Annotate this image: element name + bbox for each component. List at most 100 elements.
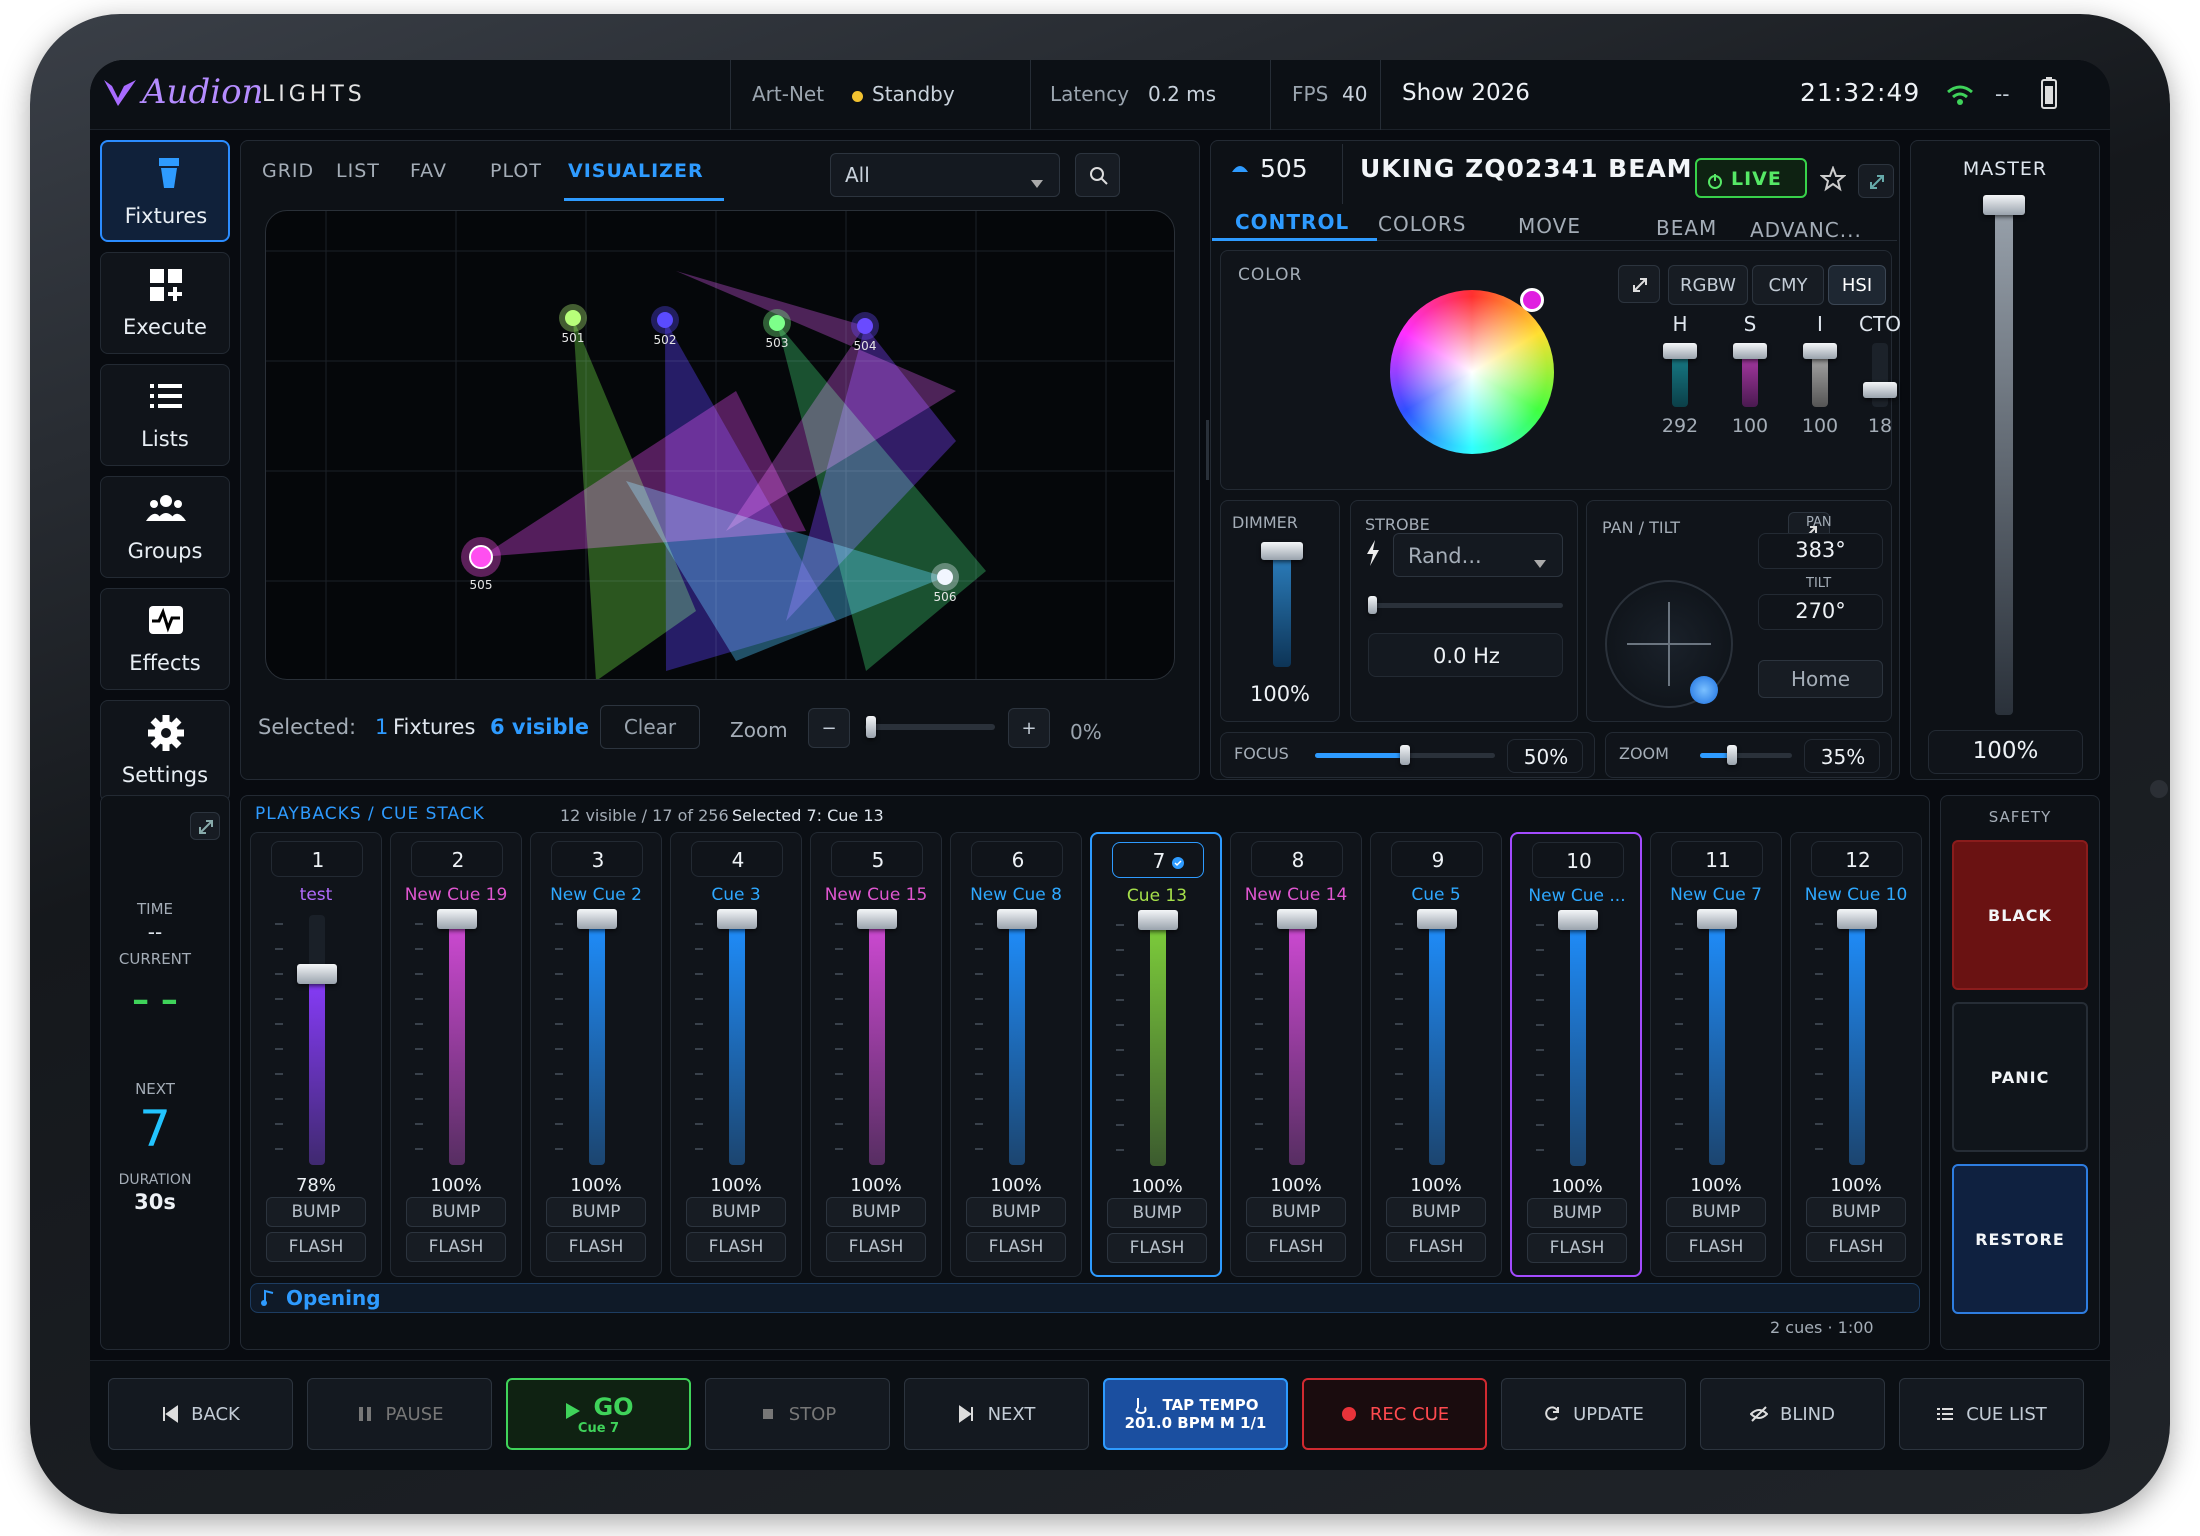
zoom-minus[interactable]: − (808, 708, 850, 748)
fader-strip[interactable]: 12 New Cue 10 100% BUMP FLASH (1790, 832, 1922, 1277)
transport-button[interactable]: NEXT (904, 1378, 1089, 1450)
detail-tab[interactable]: ADVANC... (1750, 218, 1862, 242)
playbacks-visible: 12 visible / 17 of 256 (560, 806, 729, 825)
transport-row: PAUSE (356, 1404, 444, 1425)
flash-button[interactable]: FLASH (546, 1232, 646, 1262)
sidebar-item[interactable]: Effects (100, 588, 230, 690)
transport-button[interactable]: TAP TEMPO 201.0 BPM M 1/1 (1103, 1378, 1288, 1450)
sidebar-item[interactable]: Lists (100, 364, 230, 466)
latency-value: 0.2 ms (1148, 82, 1217, 106)
fader-fill (1009, 915, 1025, 1165)
transport-button[interactable]: GO Cue 7 (506, 1378, 691, 1450)
flash-button[interactable]: FLASH (686, 1232, 786, 1262)
fader-strip[interactable]: 2 New Cue 19 100% BUMP FLASH (390, 832, 522, 1277)
visible-count: 6 visible (490, 715, 589, 739)
icon-shape (163, 1405, 179, 1423)
sidebar-item[interactable]: Settings (100, 700, 230, 802)
color-mode[interactable]: RGBW (1668, 265, 1748, 305)
zoom-plus[interactable]: + (1008, 708, 1050, 748)
bump-button[interactable]: BUMP (1806, 1197, 1906, 1227)
detail-tab[interactable]: MOVE (1518, 214, 1581, 238)
flash-button[interactable]: FLASH (826, 1232, 926, 1262)
pan-tilt-pad[interactable] (1605, 580, 1733, 708)
transport-button[interactable]: UPDATE (1501, 1378, 1686, 1450)
transport-button[interactable]: BLIND (1700, 1378, 1885, 1450)
fader-strip[interactable]: 9 Cue 5 100% BUMP FLASH (1370, 832, 1502, 1277)
expand-button[interactable] (1618, 265, 1660, 303)
bump-button[interactable]: BUMP (406, 1197, 506, 1227)
sidebar-item[interactable]: Groups (100, 476, 230, 578)
safety-button[interactable]: BLACK (1952, 840, 2088, 990)
icon-shape (566, 1402, 581, 1419)
flash-button[interactable]: FLASH (966, 1232, 1066, 1262)
icon-shape (160, 495, 172, 507)
bump-button[interactable]: BUMP (826, 1197, 926, 1227)
fader-tick (1536, 1049, 1544, 1051)
transport-button[interactable]: STOP (705, 1378, 890, 1450)
fader-tick (555, 1098, 563, 1100)
bump-button[interactable]: BUMP (966, 1197, 1066, 1227)
transport-button[interactable]: BACK (108, 1378, 293, 1450)
icon (1819, 165, 1847, 192)
bump-button[interactable]: BUMP (266, 1197, 366, 1227)
expand-button[interactable] (1858, 164, 1894, 198)
fader-strip[interactable]: 4 Cue 3 100% BUMP FLASH (670, 832, 802, 1277)
bump-button[interactable]: BUMP (1527, 1198, 1627, 1228)
fader-strip[interactable]: 10 New Cue ... 100% BUMP FLASH (1510, 832, 1642, 1277)
clear-button[interactable]: Clear (600, 705, 700, 749)
flash-button[interactable]: FLASH (1386, 1232, 1486, 1262)
fader-strip[interactable]: 3 New Cue 2 100% BUMP FLASH (530, 832, 662, 1277)
divider (1342, 144, 1343, 204)
bump-button[interactable]: BUMP (1107, 1198, 1207, 1228)
live-badge[interactable]: LIVE (1695, 158, 1807, 198)
fader-strip[interactable]: 11 New Cue 7 100% BUMP FLASH (1650, 832, 1782, 1277)
bump-button[interactable]: BUMP (1666, 1197, 1766, 1227)
bump-button[interactable]: BUMP (546, 1197, 646, 1227)
cue-summary: 2 cues · 1:00 (1770, 1318, 1874, 1337)
sidebar-item[interactable]: Execute (100, 252, 230, 354)
fixtures-tab[interactable]: FAV (410, 160, 447, 182)
filter-dropdown[interactable]: All (830, 153, 1060, 197)
fixtures-tab[interactable]: VISUALIZER (568, 160, 704, 182)
fader-tick (275, 1048, 283, 1050)
transport-button[interactable]: REC CUE (1302, 1378, 1487, 1450)
bump-button[interactable]: BUMP (686, 1197, 786, 1227)
strobe-dropdown[interactable]: Rand... (1393, 533, 1563, 577)
transport-button[interactable]: CUE LIST (1899, 1378, 2084, 1450)
safety-button[interactable]: PANIC (1952, 1002, 2088, 1152)
flash-button[interactable]: FLASH (1107, 1233, 1207, 1263)
fader-strip[interactable]: 7 Cue 13 100% BUMP FLASH (1090, 832, 1222, 1277)
color-mode[interactable]: HSI (1828, 265, 1886, 305)
icon-shape (199, 820, 213, 834)
flash-button[interactable]: FLASH (1527, 1233, 1627, 1263)
fader-strip[interactable]: 6 New Cue 8 100% BUMP FLASH (950, 832, 1082, 1277)
flash-button[interactable]: FLASH (1806, 1232, 1906, 1262)
fixtures-tab[interactable]: PLOT (490, 160, 542, 182)
flash-button[interactable]: FLASH (1246, 1232, 1346, 1262)
fixtures-tab[interactable]: LIST (336, 160, 380, 182)
transport-button[interactable]: PAUSE (307, 1378, 492, 1450)
bump-button[interactable]: BUMP (1386, 1197, 1486, 1227)
fader-strip[interactable]: 8 New Cue 14 100% BUMP FLASH (1230, 832, 1362, 1277)
icon-shape (1100, 177, 1108, 185)
flash-button[interactable]: FLASH (266, 1232, 366, 1262)
home-button[interactable]: Home (1758, 660, 1883, 698)
flash-button[interactable]: FLASH (406, 1232, 506, 1262)
detail-tab[interactable]: COLORS (1378, 212, 1467, 236)
fader-tick (1395, 1073, 1403, 1075)
flash-button[interactable]: FLASH (1666, 1232, 1766, 1262)
fader-strip[interactable]: 5 New Cue 15 100% BUMP FLASH (810, 832, 942, 1277)
channel-value: 292 (1661, 415, 1699, 437)
color-mode[interactable]: CMY (1752, 265, 1824, 305)
fader-level: 100% (1131, 1176, 1183, 1197)
detail-tab[interactable]: BEAM (1656, 216, 1718, 240)
detail-tab[interactable]: CONTROL (1235, 210, 1350, 234)
bump-button[interactable]: BUMP (1246, 1197, 1346, 1227)
fixtures-tab[interactable]: GRID (262, 160, 315, 182)
sidebar-item[interactable]: Fixtures (100, 140, 230, 242)
fader-strip[interactable]: 1 test 78% BUMP FLASH (250, 832, 382, 1277)
search-button[interactable] (1075, 153, 1120, 197)
expand-button[interactable] (190, 812, 220, 840)
safety-button[interactable]: RESTORE (1952, 1164, 2088, 1314)
fader-tick (1815, 1048, 1823, 1050)
